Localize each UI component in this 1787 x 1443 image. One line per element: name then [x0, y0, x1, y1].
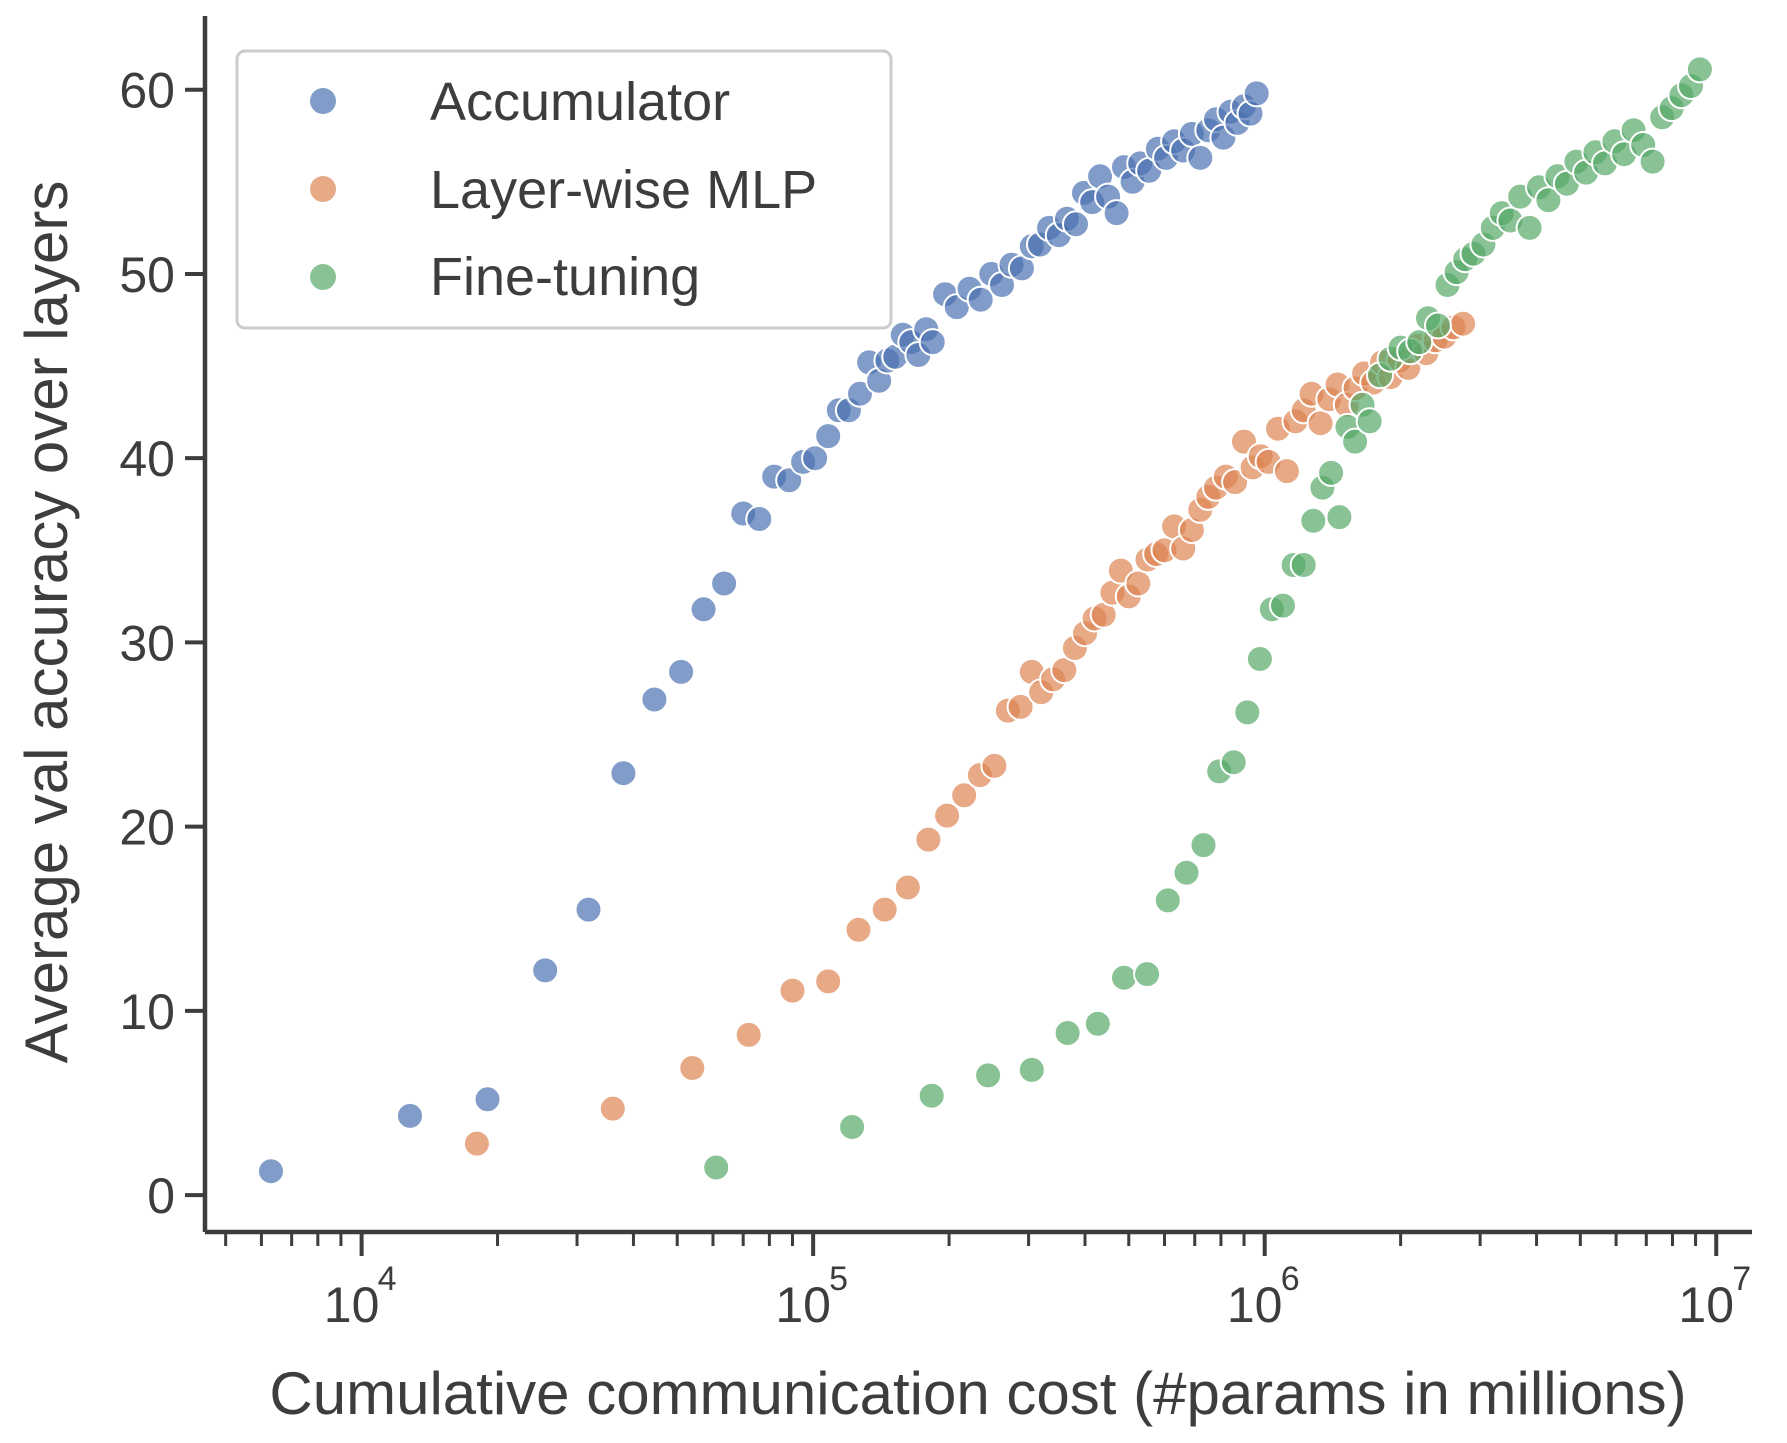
point-accumulator-5 [609, 759, 638, 788]
point-layer-wise-mlp-44 [1272, 457, 1301, 486]
legend-label-layer-wise-mlp: Layer-wise MLP [430, 160, 817, 220]
point-accumulator-42 [1062, 210, 1090, 239]
point-fine-tuning-20 [1299, 506, 1328, 535]
point-fine-tuning-8 [1133, 960, 1162, 989]
point-fine-tuning-0 [702, 1153, 731, 1182]
point-layer-wise-mlp-7 [870, 895, 899, 924]
point-layer-wise-mlp-3 [734, 1020, 763, 1049]
point-fine-tuning-13 [1219, 748, 1248, 777]
point-fine-tuning-46 [1534, 186, 1563, 215]
y-tick-label-50: 50 [119, 247, 175, 303]
y-tick-label-10: 10 [119, 984, 175, 1040]
x-tick-exponent-5: 5 [829, 1260, 848, 1298]
x-tick-label-10-7: 10 [1678, 1277, 1734, 1333]
legend-box [235, 49, 893, 330]
point-accumulator-1 [396, 1101, 424, 1130]
point-fine-tuning-11 [1189, 831, 1218, 860]
point-accumulator-6 [640, 685, 669, 714]
point-fine-tuning-10 [1172, 858, 1201, 887]
x-tick-label-10-4: 10 [324, 1277, 380, 1333]
legend-label-fine-tuning: Fine-tuning [430, 247, 700, 307]
y-axis-label: Average val accuracy over layers [13, 181, 80, 1064]
point-fine-tuning-7 [1110, 963, 1138, 992]
point-fine-tuning-3 [974, 1061, 1003, 1090]
point-layer-wise-mlp-2 [678, 1054, 707, 1082]
point-layer-wise-mlp-13 [980, 751, 1009, 780]
point-fine-tuning-27 [1355, 407, 1384, 436]
point-accumulator-8 [689, 595, 718, 624]
point-fine-tuning-44 [1515, 213, 1544, 242]
series-accumulator [257, 79, 1271, 1186]
x-tick-exponent-4: 4 [378, 1260, 397, 1298]
y-tick-label-20: 20 [119, 800, 175, 856]
legend-label-accumulator: Accumulator [430, 72, 730, 132]
point-fine-tuning-1 [838, 1113, 867, 1141]
point-fine-tuning-62 [1685, 55, 1714, 84]
series-layer-wise-mlp [462, 309, 1478, 1158]
point-accumulator-9 [710, 569, 739, 598]
x-tick-exponent-6: 6 [1281, 1260, 1300, 1298]
point-fine-tuning-4 [1017, 1055, 1046, 1084]
point-fine-tuning-25 [1341, 427, 1370, 456]
point-accumulator-57 [1186, 143, 1215, 172]
point-layer-wise-mlp-9 [914, 825, 943, 854]
point-layer-wise-mlp-10 [933, 801, 962, 830]
legend: Accumulator Layer-wise MLP Fine-tuning [235, 49, 893, 330]
point-accumulator-15 [801, 444, 830, 473]
series-fine-tuning [702, 55, 1714, 1182]
x-tick-exponent-7: 7 [1732, 1260, 1751, 1298]
point-fine-tuning-57 [1638, 147, 1667, 176]
point-accumulator-13 [775, 466, 804, 495]
point-accumulator-0 [257, 1157, 285, 1186]
point-accumulator-4 [574, 895, 603, 924]
point-accumulator-65 [1242, 79, 1271, 108]
y-tick-label-30: 30 [119, 615, 175, 671]
y-tick-label-0: 0 [147, 1168, 175, 1224]
point-layer-wise-mlp-48 [1306, 409, 1335, 438]
point-layer-wise-mlp-5 [814, 967, 843, 996]
x-tick-label-10-6: 10 [1227, 1277, 1283, 1333]
x-tick-label-10-5: 10 [775, 1277, 831, 1333]
legend-marker-fine-tuning [310, 264, 336, 290]
point-fine-tuning-15 [1245, 645, 1274, 673]
point-fine-tuning-34 [1424, 311, 1452, 340]
point-fine-tuning-14 [1233, 698, 1262, 727]
point-accumulator-11 [745, 505, 774, 533]
point-layer-wise-mlp-11 [950, 781, 979, 810]
point-fine-tuning-2 [917, 1081, 946, 1110]
point-fine-tuning-5 [1053, 1019, 1082, 1047]
point-accumulator-16 [814, 422, 843, 451]
legend-marker-accumulator [310, 88, 336, 114]
point-accumulator-3 [531, 956, 560, 985]
points-layer [257, 55, 1714, 1186]
point-accumulator-7 [667, 657, 696, 686]
point-layer-wise-mlp-64 [1449, 309, 1478, 338]
point-fine-tuning-6 [1083, 1009, 1112, 1038]
point-accumulator-19 [846, 379, 874, 408]
point-layer-wise-mlp-15 [1006, 692, 1035, 721]
point-fine-tuning-22 [1317, 458, 1346, 487]
point-fine-tuning-23 [1325, 503, 1354, 532]
point-fine-tuning-17 [1269, 591, 1297, 620]
x-axis-label: Cumulative communication cost (#params i… [269, 1360, 1686, 1427]
point-layer-wise-mlp-4 [778, 976, 807, 1005]
point-layer-wise-mlp-8 [893, 873, 922, 902]
point-accumulator-2 [473, 1085, 502, 1114]
point-layer-wise-mlp-27 [1124, 569, 1153, 598]
point-accumulator-47 [1102, 199, 1131, 228]
point-layer-wise-mlp-1 [598, 1094, 627, 1123]
point-accumulator-32 [966, 285, 995, 314]
y-tick-label-40: 40 [119, 431, 175, 487]
point-accumulator-28 [918, 328, 947, 357]
point-fine-tuning-9 [1153, 886, 1182, 915]
point-layer-wise-mlp-0 [462, 1129, 491, 1158]
legend-marker-layer-wise-mlp [310, 176, 336, 202]
point-fine-tuning-19 [1289, 551, 1318, 579]
y-tick-label-60: 60 [119, 63, 175, 119]
point-layer-wise-mlp-6 [844, 915, 873, 944]
